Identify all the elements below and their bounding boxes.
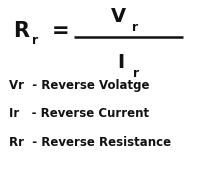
Text: r: r xyxy=(133,67,139,80)
Text: Rr  - Reverse Resistance: Rr - Reverse Resistance xyxy=(9,136,171,149)
Text: r: r xyxy=(32,34,38,47)
Text: Ir   - Reverse Current: Ir - Reverse Current xyxy=(9,107,149,120)
Text: r: r xyxy=(132,21,138,34)
Text: Vr  - Reverse Volatge: Vr - Reverse Volatge xyxy=(9,79,149,91)
Text: I: I xyxy=(117,53,124,72)
Text: V: V xyxy=(111,7,126,27)
Text: =: = xyxy=(51,21,69,41)
Text: R: R xyxy=(13,21,29,41)
